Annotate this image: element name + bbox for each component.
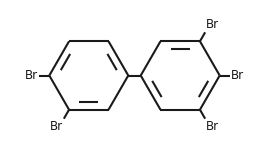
Text: Br: Br: [206, 120, 219, 133]
Text: Br: Br: [50, 120, 63, 133]
Text: Br: Br: [25, 69, 38, 82]
Text: Br: Br: [231, 69, 244, 82]
Text: Br: Br: [206, 18, 219, 31]
